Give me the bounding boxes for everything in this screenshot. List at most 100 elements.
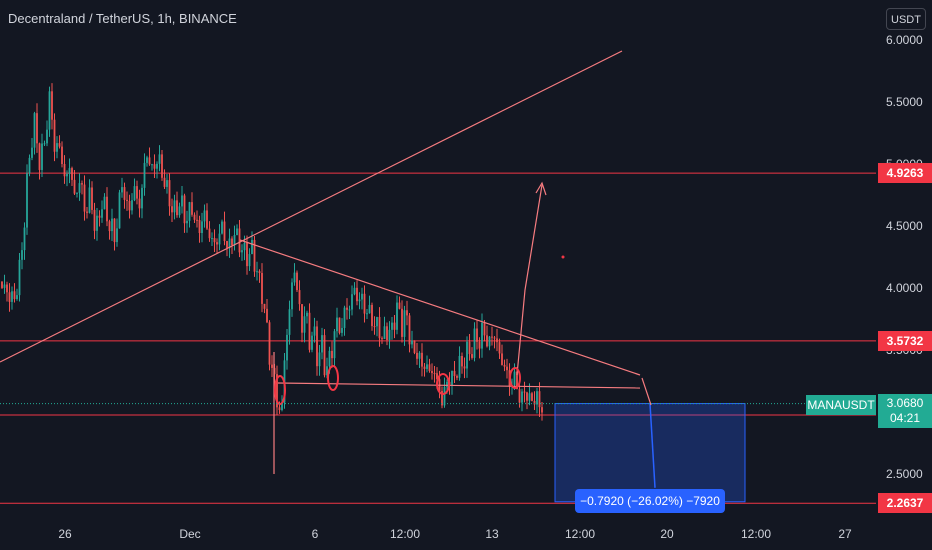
candle-body (431, 370, 433, 374)
candle-body (158, 154, 161, 164)
candle-body (453, 370, 456, 377)
candle-body (451, 370, 453, 386)
candle-body (473, 328, 476, 358)
candle-body (501, 353, 503, 365)
candle-body (258, 271, 261, 273)
candle-body (178, 206, 181, 216)
candle-body (378, 317, 381, 339)
candle-body (506, 366, 508, 371)
projection-arrow-line (516, 184, 543, 376)
level-price-label: 3.5732 (878, 330, 932, 351)
candle-body (166, 180, 168, 187)
neckline (277, 382, 641, 389)
candle-body (133, 186, 136, 201)
candle-body (321, 335, 323, 353)
candle-body (371, 304, 373, 327)
candle-body (408, 315, 411, 345)
candle-body (146, 157, 148, 163)
candle-body (3, 284, 6, 288)
candle-body (313, 326, 316, 336)
candle-body (478, 341, 481, 349)
candle-body (81, 183, 83, 185)
measure-zone (554, 403, 746, 503)
candle-body (86, 211, 88, 213)
candle-body (483, 322, 486, 336)
candle-body (388, 329, 391, 341)
candle-body (363, 293, 366, 314)
candle-body (201, 221, 203, 234)
candle-body (63, 163, 66, 177)
candle-body (46, 129, 48, 144)
candle-body (83, 184, 86, 212)
candle-body (43, 143, 46, 145)
candle-body (33, 113, 36, 148)
candle-body (416, 352, 418, 359)
candle-body (446, 381, 448, 387)
candle-body (51, 91, 53, 120)
candle-body (413, 340, 416, 353)
y-tick-label: 5.5000 (886, 95, 923, 109)
candle-body (386, 326, 388, 341)
candle-body (8, 292, 11, 302)
candle-body (136, 186, 138, 199)
candle-body (358, 299, 361, 302)
candle-body (171, 206, 173, 213)
candle-body (231, 238, 233, 246)
candle-body (218, 233, 221, 245)
candle-body (263, 303, 266, 309)
candle-body (161, 154, 163, 178)
projection-arrowhead (535, 181, 547, 196)
candle-body (246, 242, 248, 267)
candle-body (131, 200, 133, 211)
candle-body (253, 239, 256, 272)
candle-body (66, 173, 68, 177)
currency-button[interactable]: USDT (886, 8, 926, 30)
candle-body (118, 192, 121, 229)
candle-body (53, 119, 56, 152)
candle-body (228, 238, 231, 248)
last-price-badge: 3.0680 04:21 (878, 394, 932, 428)
candle-body (148, 157, 151, 165)
drawings (0, 50, 652, 474)
candle-body (71, 168, 73, 180)
candle-body (291, 282, 293, 310)
candle-body (518, 389, 521, 403)
candle-body (441, 390, 443, 406)
candle-body (206, 210, 208, 229)
candle-body (13, 291, 16, 300)
candle-body (93, 209, 96, 231)
bottom-circle (274, 375, 286, 405)
candle-body (318, 352, 321, 367)
candle-body (188, 202, 191, 221)
candle-body (61, 146, 63, 164)
candle-body (213, 238, 216, 243)
candle-body (538, 391, 541, 408)
marker-dot (561, 255, 565, 259)
candle-body (486, 335, 488, 347)
candle-body (316, 326, 318, 367)
candle-body (186, 220, 188, 224)
candle-body (126, 199, 128, 201)
level-price-label: 2.2637 (878, 493, 932, 514)
candle-body (68, 168, 71, 174)
candle-body (398, 302, 401, 309)
candle-body (26, 173, 28, 228)
candle-body (58, 143, 61, 147)
symbol-badge: MANAUSDT (806, 395, 876, 415)
candle-body (536, 391, 538, 405)
candle-body (303, 316, 306, 333)
measure-label: −0.7920 (−26.02%) −7920 (575, 489, 725, 513)
candle-body (23, 227, 26, 251)
candle-body (403, 310, 406, 337)
x-tick-label: 12:00 (564, 527, 596, 541)
candle-body (353, 287, 356, 295)
candle-body (456, 376, 458, 378)
candle-body (103, 196, 106, 210)
candle-body (458, 356, 461, 378)
candle-body (108, 221, 111, 232)
measure-arrow (649, 403, 656, 488)
candle-body (236, 228, 238, 236)
candle-body (248, 254, 251, 267)
x-tick-label: 12:00 (389, 527, 421, 541)
